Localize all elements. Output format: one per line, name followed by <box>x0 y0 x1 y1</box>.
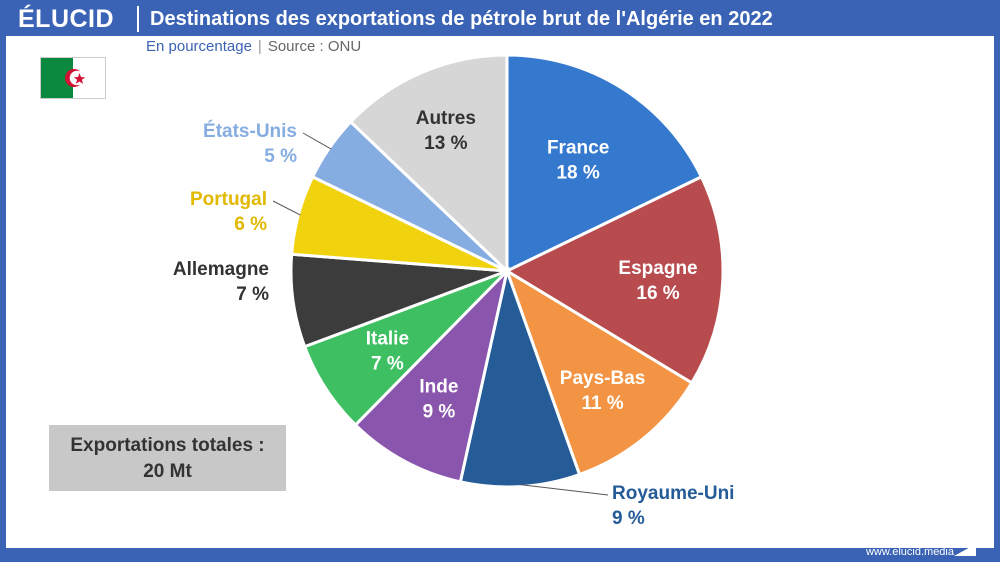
leader-line <box>272 200 301 216</box>
pie-slice <box>458 265 582 489</box>
slice-value-label: 9 % <box>612 508 645 529</box>
slice-value-label: 16 % <box>636 283 679 304</box>
slice-label: Autres <box>416 108 476 129</box>
slice-label: Allemagne <box>173 259 269 280</box>
slice-label: Italie <box>366 329 409 350</box>
leader-line <box>520 484 609 496</box>
slice-label: États-Unis <box>203 120 297 142</box>
slice-label: Inde <box>419 376 458 397</box>
total-exports-box: Exportations totales : 20 Mt <box>49 425 286 491</box>
slice-label: Royaume-Uni <box>612 483 734 504</box>
leader-line <box>302 132 332 150</box>
page-title: Destinations des exportations de pétrole… <box>150 8 773 30</box>
pie-slice <box>353 266 510 484</box>
slice-label: France <box>547 138 609 159</box>
pie-slice <box>348 53 509 275</box>
slice-label: Portugal <box>190 189 267 210</box>
slice-value-label: 5 % <box>264 146 297 167</box>
unit-label: En pourcentage <box>146 38 252 55</box>
slice-label: Pays-Bas <box>560 368 646 389</box>
footer-url[interactable]: www.elucid.media <box>865 546 954 558</box>
pie-slice <box>505 53 704 274</box>
chart-subtitle: En pourcentage | Source : ONU <box>146 38 361 55</box>
pie-slice <box>503 174 725 385</box>
slice-label: Espagne <box>618 258 697 279</box>
elucid-mark-icon <box>954 540 976 556</box>
slice-value-label: 13 % <box>424 133 467 154</box>
slice-value-label: 7 % <box>236 284 269 305</box>
brand-logo: ÉLUCID <box>18 5 115 33</box>
source-label: Source : ONU <box>267 38 362 55</box>
slice-value-label: 7 % <box>371 354 404 375</box>
slice-value-label: 11 % <box>581 393 623 414</box>
slice-value-label: 9 % <box>423 401 456 422</box>
slice-value-label: 6 % <box>234 214 267 235</box>
total-value: 20 Mt <box>143 461 192 482</box>
header-separator <box>137 6 139 32</box>
total-label: Exportations totales : <box>70 435 265 456</box>
slice-value-label: 18 % <box>556 163 599 184</box>
pie-slice <box>504 267 694 477</box>
subtitle-divider: | <box>257 38 262 55</box>
algeria-flag-icon <box>40 57 106 99</box>
